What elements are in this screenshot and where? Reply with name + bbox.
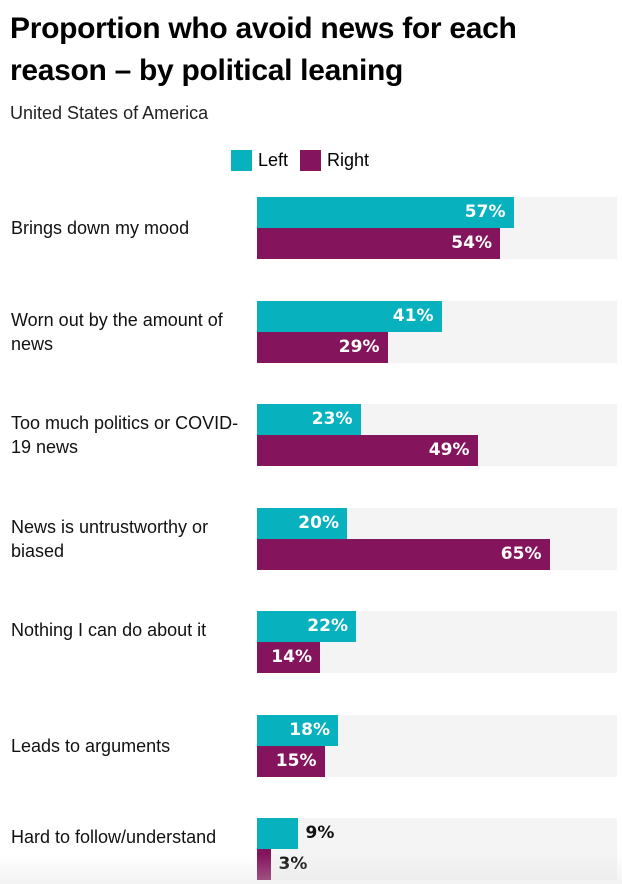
bar-left	[257, 404, 361, 435]
chart-subtitle: United States of America	[10, 103, 209, 123]
bar-right	[257, 331, 388, 363]
data-label-left: 9%	[305, 823, 335, 843]
data-label-left: 22%	[307, 616, 348, 636]
bar-track: 57% 54%	[257, 197, 617, 259]
category-label: Nothing I can do about it	[11, 620, 207, 640]
chart-title: Proportion who avoid news for each reaso…	[10, 12, 517, 87]
data-label-left: 18%	[289, 719, 330, 740]
category-label: Worn out by the amount of news	[11, 309, 223, 354]
bar-track: 41% 29%	[257, 300, 617, 363]
data-label-left: 57%	[464, 202, 506, 222]
bar-right	[257, 642, 320, 673]
data-label-right: 65%	[500, 543, 542, 564]
legend-label-right: Right	[327, 150, 370, 170]
bar-left	[257, 507, 347, 539]
bar-left	[257, 818, 298, 849]
category-label: Too much politics or COVID-19 news	[11, 413, 239, 457]
bar-right	[257, 538, 550, 570]
bar-track: 20% 65%	[257, 507, 617, 570]
category-label: News is untrustworthy or biased	[11, 516, 209, 561]
legend-item-right: Right	[300, 150, 369, 171]
bar-left	[257, 300, 442, 332]
data-label-right: 15%	[275, 750, 317, 771]
data-label-right: 3%	[278, 854, 308, 874]
legend-swatch-left	[231, 150, 252, 171]
data-label-left: 23%	[311, 409, 353, 429]
bar-track: 18% 15%	[257, 714, 617, 777]
bar-right	[257, 745, 325, 777]
bar-track: 9% 3%	[257, 818, 617, 880]
bar-right	[257, 228, 500, 259]
data-label-right: 54%	[451, 233, 492, 253]
bar-right	[257, 435, 478, 466]
bar-track: 22% 14%	[257, 611, 617, 673]
legend-item-left: Left	[231, 150, 288, 171]
bar-track: 23% 49%	[257, 404, 617, 466]
data-label-right: 29%	[338, 336, 380, 357]
category-label: Hard to follow/understand	[11, 827, 217, 847]
bar-left	[257, 197, 514, 228]
data-label-right: 14%	[271, 647, 312, 667]
bar-right	[257, 849, 271, 880]
bar-left	[257, 611, 356, 642]
legend-label-left: Left	[258, 150, 289, 170]
category-label: Leads to arguments	[11, 735, 171, 756]
category-label: Brings down my mood	[11, 218, 190, 238]
data-label-right: 49%	[428, 440, 470, 460]
legend: Left Right	[231, 150, 381, 171]
bar-left	[257, 714, 338, 746]
data-label-left: 41%	[392, 305, 434, 326]
legend-swatch-right	[300, 150, 322, 171]
data-label-left: 20%	[298, 512, 339, 533]
